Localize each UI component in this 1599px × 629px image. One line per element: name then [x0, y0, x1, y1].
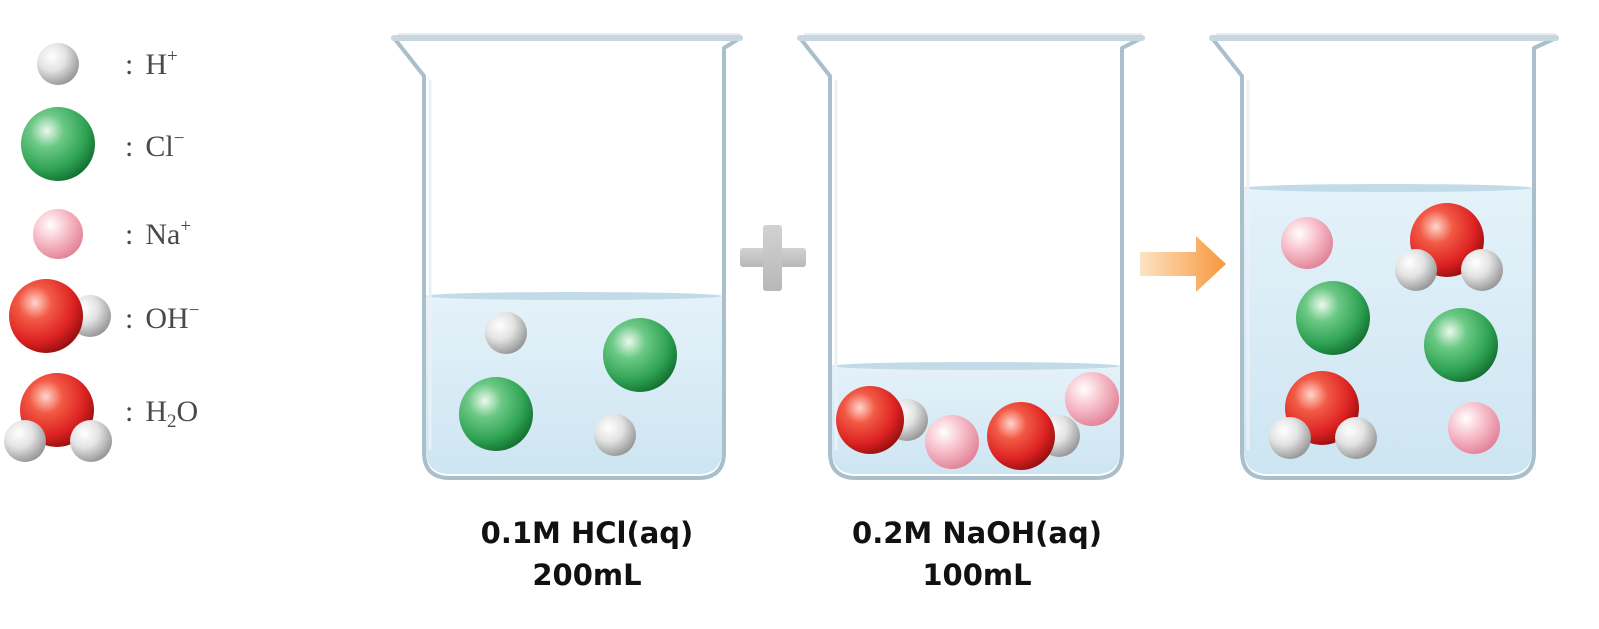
caption-naoh-concentration: 0.2M NaOH(aq) [852, 516, 1102, 550]
h-ion-particle [485, 312, 527, 354]
cl-ion-particle [603, 318, 677, 392]
legend-item-h-ion: : H+ [37, 43, 178, 85]
oh-ion-icon [9, 279, 111, 353]
legend-item-na-ion: : Na+ [33, 209, 191, 259]
legend-label-h-ion: : H+ [125, 46, 178, 81]
caption-naoh-volume: 100mL [922, 558, 1031, 592]
plus-icon [740, 225, 806, 291]
cl-ion-particle [459, 377, 533, 451]
cl-ion-icon [21, 107, 95, 181]
beaker-liquid [426, 296, 722, 474]
h-ion-particle [594, 414, 636, 456]
caption-hcl: 0.1M HCl(aq) 200mL [481, 516, 694, 592]
na-ion-icon [33, 209, 83, 259]
water-molecule-particle [1395, 203, 1503, 291]
beaker-glass-outline [392, 36, 742, 480]
legend-item-oh-ion: : OH− [9, 279, 199, 353]
na-ion-particle [1448, 402, 1500, 454]
oh-ion-particle [987, 402, 1080, 470]
water-molecule-icon [4, 373, 112, 462]
h-ion-icon [37, 43, 79, 85]
oh-ion-particle [836, 386, 928, 454]
beaker-mixture [1209, 33, 1559, 480]
legend-label-oh-ion: : OH− [125, 300, 199, 335]
legend: : H+ : Cl− : Na+ : OH− : H2O [4, 43, 199, 462]
beaker-glass-outline [1210, 36, 1557, 480]
na-ion-particle [925, 415, 979, 469]
caption-hcl-volume: 200mL [532, 558, 641, 592]
beaker-glass-outline [798, 36, 1143, 480]
beaker-hcl [391, 33, 743, 480]
water-molecule-particle [1269, 371, 1377, 459]
legend-item-cl-ion: : Cl− [21, 107, 184, 181]
right-arrow-icon [1140, 236, 1226, 292]
cl-ion-particle [1424, 308, 1498, 382]
legend-item-water: : H2O [4, 373, 198, 462]
legend-label-cl-ion: : Cl− [125, 128, 184, 163]
caption-naoh: 0.2M NaOH(aq) 100mL [852, 516, 1102, 592]
cl-ion-particle [1296, 281, 1370, 355]
na-ion-particle [1281, 217, 1333, 269]
na-ion-particle [1065, 372, 1119, 426]
caption-hcl-concentration: 0.1M HCl(aq) [481, 516, 694, 550]
legend-label-na-ion: : Na+ [125, 216, 191, 251]
beaker-naoh [797, 33, 1145, 480]
legend-label-water: : H2O [125, 395, 198, 432]
